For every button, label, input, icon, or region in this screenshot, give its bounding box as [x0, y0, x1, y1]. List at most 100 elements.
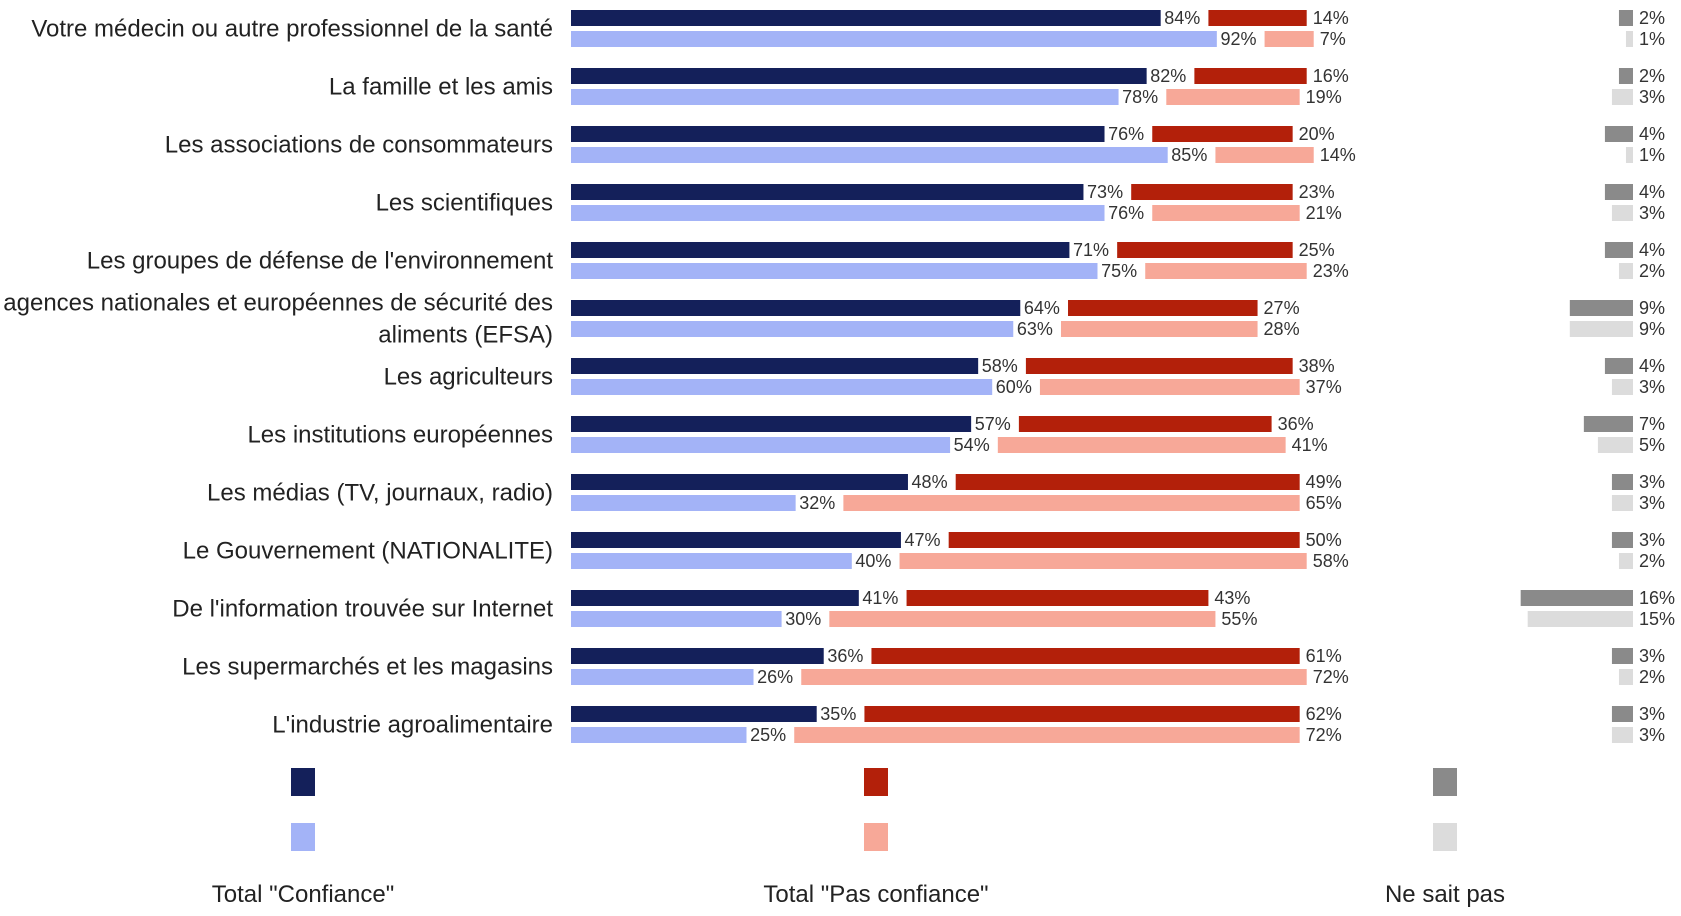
value-label-pas-confiance: 23%	[1299, 182, 1335, 202]
value-label-ne-sait-pas: 3%	[1639, 704, 1665, 724]
value-label-pas-confiance: 21%	[1306, 203, 1342, 223]
value-label-confiance: 73%	[1087, 182, 1123, 202]
value-label-confiance: 57%	[975, 414, 1011, 434]
category-label: Les médias (TV, journaux, radio)	[207, 480, 553, 507]
bar-confiance	[571, 147, 1168, 163]
bar-ne-sait-pas	[1597, 437, 1633, 453]
bar-confiance	[571, 474, 908, 490]
bar-ne-sait-pas	[1611, 205, 1633, 221]
value-label-confiance: 60%	[996, 377, 1032, 397]
value-label-confiance: 78%	[1122, 87, 1158, 107]
value-label-ne-sait-pas: 4%	[1639, 182, 1665, 202]
bar-pas-confiance	[1152, 126, 1293, 142]
bar-pas-confiance	[801, 669, 1307, 685]
legend-swatch-light	[1433, 823, 1457, 851]
value-label-ne-sait-pas: 3%	[1639, 530, 1665, 550]
bar-pas-confiance	[997, 437, 1286, 453]
value-label-pas-confiance: 23%	[1313, 261, 1349, 281]
category-label: aliments (EFSA)	[378, 322, 553, 349]
bar-pas-confiance	[1068, 300, 1258, 316]
bar-confiance	[571, 648, 824, 664]
bar-confiance	[571, 590, 859, 606]
legend-swatch-dark	[291, 768, 315, 796]
value-label-pas-confiance: 14%	[1320, 145, 1356, 165]
bar-confiance	[571, 263, 1098, 279]
value-label-pas-confiance: 55%	[1221, 609, 1257, 629]
value-label-confiance: 36%	[827, 646, 863, 666]
bar-ne-sait-pas	[1618, 10, 1633, 26]
bar-ne-sait-pas	[1618, 263, 1633, 279]
value-label-confiance: 26%	[757, 667, 793, 687]
value-label-ne-sait-pas: 3%	[1639, 377, 1665, 397]
category-label: Le Gouvernement (NATIONALITE)	[183, 538, 553, 565]
bar-confiance	[571, 89, 1119, 105]
value-label-confiance: 76%	[1108, 203, 1144, 223]
value-label-pas-confiance: 28%	[1264, 319, 1300, 339]
value-label-confiance: 47%	[905, 530, 941, 550]
bar-pas-confiance	[1166, 89, 1300, 105]
bar-ne-sait-pas	[1611, 727, 1633, 743]
value-label-pas-confiance: 25%	[1299, 240, 1335, 260]
value-label-ne-sait-pas: 2%	[1639, 66, 1665, 86]
bar-confiance	[571, 358, 979, 374]
bar-confiance	[571, 437, 951, 453]
value-label-ne-sait-pas: 7%	[1639, 414, 1665, 434]
bar-pas-confiance	[1131, 184, 1293, 200]
bar-ne-sait-pas	[1604, 184, 1633, 200]
value-label-pas-confiance: 58%	[1313, 551, 1349, 571]
value-label-ne-sait-pas: 15%	[1639, 609, 1675, 629]
legend-swatch-dark	[1433, 768, 1457, 796]
category-label: Les agriculteurs	[384, 364, 553, 391]
bar-confiance	[571, 31, 1217, 47]
bar-pas-confiance	[1208, 10, 1307, 26]
value-label-ne-sait-pas: 3%	[1639, 725, 1665, 745]
bar-ne-sait-pas	[1625, 147, 1633, 163]
category-label: Les associations de consommateurs	[165, 132, 553, 159]
value-label-confiance: 54%	[954, 435, 990, 455]
value-label-pas-confiance: 19%	[1306, 87, 1342, 107]
bar-confiance	[571, 242, 1070, 258]
bar-ne-sait-pas	[1569, 321, 1633, 337]
category-label: La famille et les amis	[329, 74, 553, 101]
bar-confiance	[571, 611, 782, 627]
category-label: De l'information trouvée sur Internet	[172, 596, 553, 623]
bar-ne-sait-pas	[1527, 611, 1633, 627]
bar-pas-confiance	[899, 553, 1307, 569]
value-label-confiance: 25%	[750, 725, 786, 745]
legend-swatch-light	[291, 823, 315, 851]
bar-confiance	[571, 706, 817, 722]
value-label-ne-sait-pas: 1%	[1639, 145, 1665, 165]
bar-ne-sait-pas	[1604, 126, 1633, 142]
category-label: Les groupes de défense de l'environnemen…	[87, 248, 554, 275]
bar-pas-confiance	[1145, 263, 1307, 279]
bar-ne-sait-pas	[1618, 68, 1633, 84]
bar-pas-confiance	[1264, 31, 1314, 47]
bar-confiance	[571, 68, 1147, 84]
bar-ne-sait-pas	[1604, 242, 1633, 258]
bar-ne-sait-pas	[1611, 89, 1633, 105]
bar-confiance	[571, 669, 754, 685]
bar-ne-sait-pas	[1611, 532, 1633, 548]
value-label-pas-confiance: 49%	[1306, 472, 1342, 492]
bar-pas-confiance	[1039, 379, 1300, 395]
bar-ne-sait-pas	[1611, 474, 1633, 490]
value-label-confiance: 85%	[1171, 145, 1207, 165]
bar-pas-confiance	[906, 590, 1209, 606]
bar-confiance	[571, 321, 1014, 337]
bar-ne-sait-pas	[1604, 358, 1633, 374]
value-label-ne-sait-pas: 4%	[1639, 240, 1665, 260]
bar-confiance	[571, 379, 993, 395]
bar-confiance	[571, 416, 972, 432]
bar-ne-sait-pas	[1618, 669, 1633, 685]
value-label-confiance: 63%	[1017, 319, 1053, 339]
bar-confiance	[571, 10, 1161, 26]
value-label-ne-sait-pas: 9%	[1639, 319, 1665, 339]
legend-swatch-light	[864, 823, 888, 851]
value-label-pas-confiance: 72%	[1313, 667, 1349, 687]
bar-pas-confiance	[864, 706, 1300, 722]
bar-ne-sait-pas	[1611, 379, 1633, 395]
value-label-confiance: 32%	[799, 493, 835, 513]
value-label-ne-sait-pas: 2%	[1639, 8, 1665, 28]
value-label-pas-confiance: 62%	[1306, 704, 1342, 724]
bar-confiance	[571, 126, 1105, 142]
